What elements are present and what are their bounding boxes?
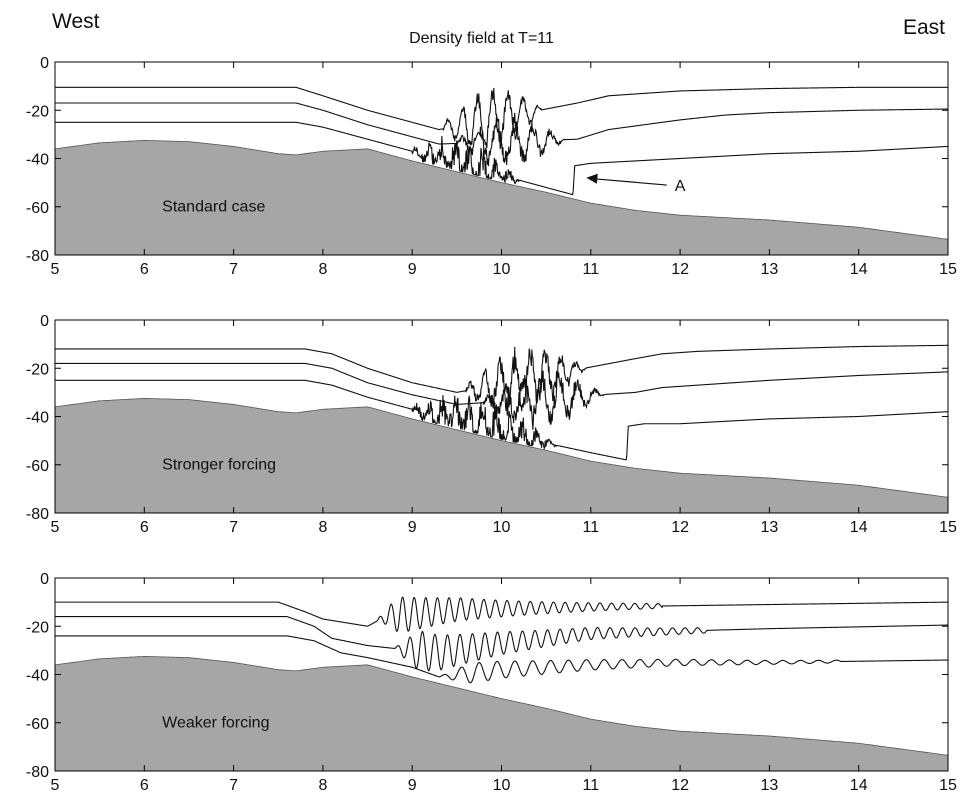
west-label: West [52,10,100,33]
x-tick-label: 14 [850,261,868,278]
x-tick-label: 9 [408,777,417,794]
y-tick-label: -40 [26,668,49,685]
x-tick-label: 9 [408,261,417,278]
x-tick-label: 12 [671,777,689,794]
y-tick-label: -40 [26,152,49,169]
isopycnal-line-3 [55,121,948,196]
panel-1: 5 6 7 8 9 10 11 12 13 14 15 0 -20 -40 -60 -80 Standard c… [26,55,957,278]
x-tick-label: 6 [140,519,149,536]
y-tick-label: -20 [26,361,49,378]
plot-area [55,596,948,771]
isopycnal-line-3 [55,379,948,461]
x-tick-label: 15 [939,519,957,536]
y-tick-label: -20 [26,103,49,120]
x-tick-label: 8 [318,519,327,536]
y-tick-label: -20 [26,619,49,636]
east-label: East [902,16,945,39]
x-tick-label: 15 [939,261,957,278]
isopycnal-line-3 [55,635,948,684]
x-tick-label: 8 [318,261,327,278]
x-tick-label: 10 [493,519,511,536]
y-tick-label: 0 [40,313,49,330]
arrow-label: A [675,178,686,195]
x-tick-label: 6 [140,777,149,794]
x-tick-label: 7 [229,519,238,536]
panel-3: 5 6 7 8 9 10 11 12 13 14 15 0 -20 -40 -60 -80 Weaker for… [26,571,957,794]
y-tick-label: -80 [26,506,49,523]
x-tick-label: 11 [582,519,599,536]
y-tick-label: 0 [40,571,49,588]
bathymetry-area [55,656,948,771]
x-tick-label: 14 [850,777,868,794]
x-tick-label: 9 [408,519,417,536]
plot-area [55,86,948,255]
x-tick-label: 5 [51,777,60,794]
panel-annotation: Standard case [162,199,265,216]
x-tick-label: 11 [582,261,599,278]
bathymetry-area [55,398,948,513]
x-tick-label: 12 [671,519,689,536]
bathymetry-area [55,140,948,255]
y-tick-label: -60 [26,200,49,217]
figure-title: Density field at T=11 [409,30,554,47]
y-tick-label: -60 [26,458,49,475]
y-tick-label: 0 [40,55,49,72]
arrow-head [586,173,598,184]
panel-2: 5 6 7 8 9 10 11 12 13 14 15 0 -20 -40 -60 -80 Stronger f… [26,313,957,536]
x-tick-label: 7 [229,777,238,794]
x-tick-label: 15 [939,777,957,794]
isopycnal-line-2 [55,102,948,167]
isopycnal-line-1 [55,596,948,633]
x-tick-label: 5 [51,519,60,536]
plot-area [55,344,948,513]
x-tick-label: 7 [229,261,238,278]
y-tick-label: -40 [26,410,49,427]
isopycnal-line-2 [55,616,948,672]
y-tick-label: -60 [26,716,49,733]
x-tick-label: 11 [582,777,599,794]
panel-annotation: Weaker forcing [162,715,269,732]
x-tick-label: 14 [850,519,868,536]
x-tick-label: 10 [493,777,511,794]
x-tick-label: 5 [51,261,60,278]
x-tick-label: 13 [761,519,779,536]
isopycnal-line-1 [55,86,948,149]
y-tick-label: -80 [26,248,49,265]
isopycnal-line-2 [55,362,948,430]
y-tick-label: -80 [26,764,49,781]
panel-annotation: Stronger forcing [162,457,276,474]
x-tick-label: 13 [761,777,779,794]
x-tick-label: 8 [318,777,327,794]
x-tick-label: 6 [140,261,149,278]
x-tick-label: 10 [493,261,511,278]
isopycnal-line-1 [55,344,948,416]
x-tick-label: 13 [761,261,779,278]
arrow-line [594,178,667,186]
x-tick-label: 12 [671,261,689,278]
